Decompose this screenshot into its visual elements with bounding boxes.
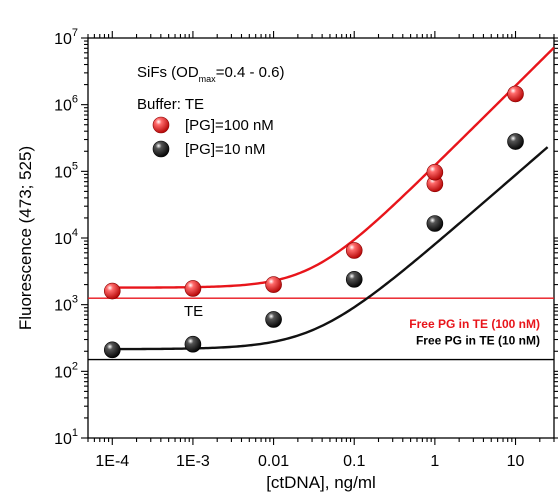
te-label: TE xyxy=(184,303,203,320)
y-tick-labels: 101 102 103 104 105 106 107 xyxy=(54,27,78,448)
x-tick-label: 10 xyxy=(507,453,525,470)
data-point xyxy=(426,163,444,181)
data-point xyxy=(265,276,282,293)
fit-curve xyxy=(112,46,555,289)
x-tick-label: 1E-3 xyxy=(176,453,210,470)
y-tick-label: 101 xyxy=(54,427,78,448)
x-tick-label: 0.01 xyxy=(258,453,289,470)
data-point xyxy=(507,133,524,150)
x-tick-label: 1 xyxy=(430,453,439,470)
reference-line-label: Free PG in TE (100 nM) xyxy=(409,317,540,331)
reference-line-label: Free PG in TE (10 nM) xyxy=(416,334,540,348)
y-axis-title: Fluorescence (473; 525) xyxy=(16,146,35,330)
data-point xyxy=(103,341,121,359)
fit-curve xyxy=(112,146,549,351)
fit-curves xyxy=(112,46,555,351)
y-tick-label: 104 xyxy=(54,227,78,248)
axis-ticks xyxy=(81,31,558,445)
y-tick-label: 105 xyxy=(54,160,78,181)
y-tick-label: 107 xyxy=(54,27,78,48)
reference-lines: Free PG in TE (100 nM) Free PG in TE (10 … xyxy=(88,297,554,361)
legend-marker xyxy=(152,116,170,134)
data-point xyxy=(345,271,363,288)
x-tick-labels: 1E-4 1E-3 0.01 0.1 1 10 xyxy=(95,453,524,470)
data-point xyxy=(426,215,444,232)
data-point xyxy=(184,280,202,297)
y-tick-label: 102 xyxy=(54,360,78,381)
data-points xyxy=(103,85,524,359)
y-tick-label: 103 xyxy=(54,294,78,315)
x-tick-label: 1E-4 xyxy=(95,453,129,470)
annotation-title: SiFs (ODmax=0.4 - 0.6) xyxy=(137,64,284,84)
legend-label: [PG]=100 nM xyxy=(185,117,274,134)
data-point xyxy=(265,311,282,328)
data-point xyxy=(184,335,202,353)
legend-label: [PG]=10 nM xyxy=(185,141,265,158)
x-axis-title: [ctDNA], ng/ml xyxy=(266,473,376,492)
legend: [PG]=100 nM [PG]=10 nM xyxy=(152,116,274,158)
annotation-buffer: Buffer: TE xyxy=(137,96,204,113)
data-point xyxy=(345,242,363,259)
data-point xyxy=(103,282,121,300)
x-tick-label: 0.1 xyxy=(343,453,365,470)
data-point xyxy=(507,85,524,103)
legend-marker xyxy=(152,140,170,158)
y-tick-label: 106 xyxy=(54,94,78,115)
